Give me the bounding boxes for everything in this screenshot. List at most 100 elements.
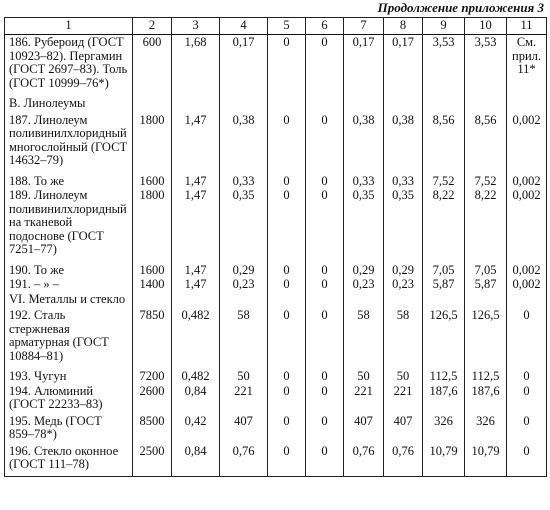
value-cell: 0: [267, 34, 306, 96]
value-cell: 0,29: [383, 262, 423, 277]
value-cell: [506, 291, 547, 308]
value-cell: 1600: [132, 262, 172, 277]
value-cell: 126,5: [422, 308, 465, 369]
value-cell: 1600: [132, 173, 172, 188]
value-cell: 1,47: [171, 173, 220, 188]
column-header: 10: [464, 17, 507, 35]
value-cell: 0: [267, 262, 306, 277]
material-name-cell: В. Линолеумы: [4, 96, 133, 113]
value-cell: 0: [305, 383, 344, 414]
value-cell: [267, 291, 306, 308]
value-cell: 0,482: [171, 308, 220, 369]
value-cell: 0: [267, 383, 306, 414]
value-cell: 0: [267, 173, 306, 188]
value-cell: 0: [506, 443, 547, 477]
column-header: 1: [4, 17, 133, 35]
value-cell: [219, 291, 268, 308]
value-cell: 0,33: [383, 173, 423, 188]
value-cell: 0: [305, 188, 344, 263]
value-cell: 1,47: [171, 262, 220, 277]
value-cell: 0,84: [171, 443, 220, 477]
column-header: 2: [132, 17, 172, 35]
value-cell: 50: [343, 369, 384, 384]
value-cell: 5,87: [422, 277, 465, 292]
value-cell: 0,38: [383, 112, 423, 174]
value-cell: 126,5: [464, 308, 507, 369]
table-row: 187. Линолеум поливинилхлоридный многосл…: [4, 112, 547, 174]
table-row: 186. Рубероид (ГОСТ 10923–82). Пергамин …: [4, 34, 547, 96]
material-name-cell: 193. Чугун: [4, 369, 133, 384]
value-cell: 0: [267, 369, 306, 384]
value-cell: 0: [305, 369, 344, 384]
value-cell: 1400: [132, 277, 172, 292]
material-name-cell: 187. Линолеум поливинилхлоридный многосл…: [4, 112, 133, 174]
value-cell: 221: [219, 383, 268, 414]
value-cell: 0,76: [343, 443, 384, 477]
value-cell: 112,5: [464, 369, 507, 384]
value-cell: 326: [422, 413, 465, 444]
table-row: 189. Линолеум поливинилхлоридный на ткан…: [4, 188, 547, 263]
value-cell: 221: [343, 383, 384, 414]
value-cell: 0,002: [506, 277, 547, 292]
value-cell: 0: [267, 308, 306, 369]
column-header: 9: [422, 17, 465, 35]
value-cell: 50: [219, 369, 268, 384]
table-body: 186. Рубероид (ГОСТ 10923–82). Пергамин …: [4, 34, 547, 477]
value-cell: 0,35: [343, 188, 384, 263]
material-name-cell: 195. Медь (ГОСТ 859–78*): [4, 413, 133, 444]
value-cell: 0,76: [383, 443, 423, 477]
table-caption: Продолжение приложения 3: [377, 0, 544, 15]
value-cell: 1,47: [171, 188, 220, 263]
value-cell: 407: [343, 413, 384, 444]
value-cell: 7,05: [464, 262, 507, 277]
value-cell: 0,17: [343, 34, 384, 96]
value-cell: 0,17: [383, 34, 423, 96]
value-cell: 221: [383, 383, 423, 414]
table-row: 190. То же 1600 1,47 0,29 0 0 0,29 0,29 7,05 7,05…: [4, 262, 547, 277]
value-cell: 0,38: [219, 112, 268, 174]
value-cell: 10,79: [422, 443, 465, 477]
table-row: 196. Стекло оконное (ГОСТ 111–78) 2500 0,8…: [4, 443, 547, 477]
column-header: 7: [343, 17, 384, 35]
value-cell: [219, 96, 268, 113]
value-cell: 0,84: [171, 383, 220, 414]
value-cell: 8,22: [464, 188, 507, 263]
material-name-cell: 192. Сталь стержневая арматурная (ГОСТ 1…: [4, 308, 133, 369]
material-name-cell: 190. То же: [4, 262, 133, 277]
material-name-cell: 196. Стекло оконное (ГОСТ 111–78): [4, 443, 133, 477]
value-cell: 0,29: [343, 262, 384, 277]
value-cell: 0,17: [219, 34, 268, 96]
value-cell: 600: [132, 34, 172, 96]
value-cell: 1,68: [171, 34, 220, 96]
value-cell: 1,47: [171, 277, 220, 292]
value-cell: 0: [506, 413, 547, 444]
table-row: 192. Сталь стержневая арматурная (ГОСТ 1…: [4, 308, 547, 369]
value-cell: [422, 291, 465, 308]
value-cell: 7,52: [464, 173, 507, 188]
value-cell: 8,22: [422, 188, 465, 263]
value-cell: 0: [305, 277, 344, 292]
value-cell: 0,23: [343, 277, 384, 292]
material-name-cell: 191. – » –: [4, 277, 133, 292]
value-cell: [383, 96, 423, 113]
column-header: 8: [383, 17, 423, 35]
value-cell: 0,33: [343, 173, 384, 188]
value-cell: [383, 291, 423, 308]
value-cell: 1800: [132, 188, 172, 263]
value-cell: 0,002: [506, 112, 547, 174]
value-cell: 10,79: [464, 443, 507, 477]
value-cell: 407: [219, 413, 268, 444]
table-row: VI. Металлы и стекло: [4, 291, 547, 308]
column-header: 6: [305, 17, 344, 35]
value-cell: [305, 96, 344, 113]
value-cell: 187,6: [422, 383, 465, 414]
value-cell: [171, 291, 220, 308]
material-name-cell: VI. Металлы и стекло: [4, 291, 133, 308]
value-cell: 112,5: [422, 369, 465, 384]
value-cell: 0,002: [506, 173, 547, 188]
value-cell: 187,6: [464, 383, 507, 414]
table-row: 188. То же 1600 1,47 0,33 0 0 0,33 0,33 7,52 7,52…: [4, 173, 547, 188]
value-cell: 0: [305, 413, 344, 444]
column-header: 11: [506, 17, 547, 35]
material-name-cell: 188. То же: [4, 173, 133, 188]
